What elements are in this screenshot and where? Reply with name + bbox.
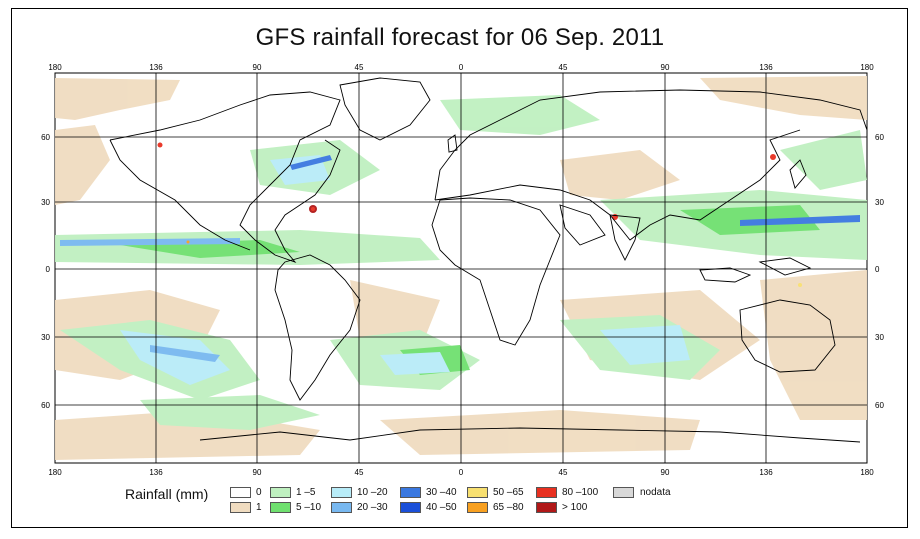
legend-swatch xyxy=(230,487,251,498)
figure-frame xyxy=(11,8,908,528)
lat-label-right: 30 xyxy=(875,333,884,342)
lon-label-bottom: 180 xyxy=(48,468,62,477)
lon-label-bottom: 136 xyxy=(759,468,773,477)
legend-label: 30 –40 xyxy=(426,487,457,498)
legend-swatch xyxy=(400,502,421,513)
lon-label-top: 136 xyxy=(759,63,773,72)
lon-label-bottom: 90 xyxy=(661,468,670,477)
lat-label-right: 0 xyxy=(875,265,880,274)
legend-swatch xyxy=(270,487,291,498)
legend-label: nodata xyxy=(640,487,671,498)
lat-label-right: 30 xyxy=(875,198,884,207)
legend-swatch xyxy=(270,502,291,513)
legend-label: 5 –10 xyxy=(296,502,322,513)
legend-swatch xyxy=(467,502,488,513)
lon-label-bottom: 45 xyxy=(355,468,364,477)
legend-label: 10 –20 xyxy=(357,487,388,498)
lon-label-top: 180 xyxy=(860,63,874,72)
coastlines xyxy=(109,77,868,443)
legend-swatch xyxy=(331,502,352,513)
legend-label: 1 xyxy=(256,502,262,513)
legend-label: 50 –65 xyxy=(493,487,524,498)
lon-label-bottom: 0 xyxy=(459,468,464,477)
lon-label-top: 180 xyxy=(48,63,62,72)
legend-label: 40 –50 xyxy=(426,502,457,513)
legend-swatch xyxy=(467,487,488,498)
lat-label-left: 60 xyxy=(41,401,50,410)
legend-label: 65 –80 xyxy=(493,502,524,513)
lon-label-bottom: 90 xyxy=(253,468,262,477)
legend-label: 20 –30 xyxy=(357,502,388,513)
lat-label-left: 0 xyxy=(46,265,51,274)
lat-label-left: 30 xyxy=(41,198,50,207)
lon-label-top: 90 xyxy=(253,63,262,72)
legend-label: 1 –5 xyxy=(296,487,316,498)
lon-label-top: 90 xyxy=(661,63,670,72)
legend-swatch xyxy=(230,502,251,513)
lon-label-top: 0 xyxy=(459,63,464,72)
lat-label-right: 60 xyxy=(875,401,884,410)
lon-label-bottom: 45 xyxy=(559,468,568,477)
legend-swatch xyxy=(536,502,557,513)
lat-label-right: 60 xyxy=(875,133,884,142)
legend-title: Rainfall (mm) xyxy=(125,486,209,502)
lon-label-bottom: 180 xyxy=(860,468,874,477)
lat-label-left: 30 xyxy=(41,333,50,342)
legend-swatch xyxy=(613,487,634,498)
lon-label-top: 45 xyxy=(355,63,364,72)
lon-label-top: 45 xyxy=(559,63,568,72)
legend-swatch xyxy=(331,487,352,498)
legend-swatch xyxy=(536,487,557,498)
map-title: GFS rainfall forecast for 06 Sep. 2011 xyxy=(255,24,665,51)
legend-label: 0 xyxy=(256,487,262,498)
legend-label: 80 –100 xyxy=(562,487,599,498)
rainfall-shading xyxy=(55,76,867,460)
lat-label-left: 60 xyxy=(41,133,50,142)
legend-label: > 100 xyxy=(562,502,588,513)
lon-label-bottom: 136 xyxy=(149,468,163,477)
graticule xyxy=(55,73,867,463)
lon-label-top: 136 xyxy=(149,63,163,72)
legend-swatch xyxy=(400,487,421,498)
